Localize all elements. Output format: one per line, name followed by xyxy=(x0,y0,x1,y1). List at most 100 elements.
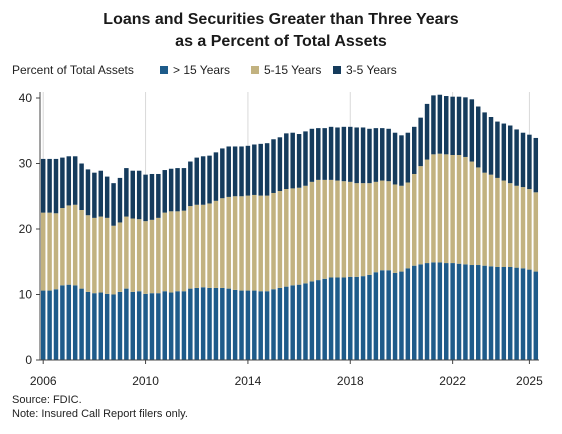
chart-title-line-1: Loans and Securities Greater than Three … xyxy=(103,11,459,28)
legend-swatch-3-5-years xyxy=(333,66,341,74)
bar-2018Q2-series-0 xyxy=(354,276,359,360)
bar-2011Q2-series-2 xyxy=(175,168,180,212)
bar-2011Q4-series-1 xyxy=(188,206,193,289)
bar-2023Q3-series-2 xyxy=(488,117,494,175)
bar-2010Q2-series-2 xyxy=(149,173,155,220)
bar-2012Q1-series-2 xyxy=(194,157,199,205)
bar-2006Q1-series-0 xyxy=(40,290,46,360)
bar-2022Q3-series-1 xyxy=(463,156,468,265)
bar-2024Q4-series-2 xyxy=(520,132,526,188)
bar-2014Q2-series-0 xyxy=(252,290,257,360)
bar-2012Q1-series-1 xyxy=(194,204,199,288)
y-tick-label-40: 40 xyxy=(19,91,33,105)
bar-2021Q3-series-2 xyxy=(437,94,443,154)
bar-2009Q4-series-2 xyxy=(136,170,142,220)
bar-2024Q2-series-2 xyxy=(507,125,513,184)
bar-2018Q3-series-0 xyxy=(360,276,366,360)
bar-2015Q3-series-0 xyxy=(284,286,289,360)
bar-2019Q1-series-2 xyxy=(373,128,379,182)
bar-2009Q1-series-1 xyxy=(117,222,123,292)
bar-2011Q3-series-2 xyxy=(181,168,187,211)
bar-2011Q1-series-1 xyxy=(168,211,174,293)
bar-2017Q4-series-1 xyxy=(341,181,347,278)
bar-2008Q1-series-1 xyxy=(92,217,97,294)
bar-2020Q3-series-2 xyxy=(412,126,417,174)
bar-2013Q3-series-1 xyxy=(232,196,238,290)
bar-2015Q4-series-0 xyxy=(290,285,295,360)
bar-2022Q2-series-2 xyxy=(456,96,462,155)
bar-2023Q3-series-0 xyxy=(488,266,494,360)
bar-2008Q2-series-1 xyxy=(98,216,104,293)
bar-2020Q4-series-0 xyxy=(418,264,423,360)
bar-2014Q2-series-1 xyxy=(252,194,257,291)
bar-2013Q4-series-0 xyxy=(239,290,244,360)
bar-2009Q1-series-0 xyxy=(117,291,123,360)
bar-2006Q1-series-1 xyxy=(40,212,46,291)
bar-2017Q2-series-2 xyxy=(328,126,334,180)
bar-2021Q1-series-1 xyxy=(424,159,430,264)
bar-2020Q4-series-1 xyxy=(418,166,423,265)
bar-2016Q2-series-1 xyxy=(303,185,308,284)
bar-2019Q3-series-2 xyxy=(386,128,391,182)
bar-2019Q2-series-2 xyxy=(380,128,385,181)
bar-2006Q4-series-2 xyxy=(60,157,65,209)
bar-2016Q1-series-2 xyxy=(296,134,302,188)
bar-2021Q1-series-0 xyxy=(424,263,430,360)
bar-2014Q1-series-0 xyxy=(245,290,251,360)
bar-2016Q1-series-1 xyxy=(296,187,302,285)
bar-2016Q3-series-0 xyxy=(309,281,315,360)
bar-2013Q3-series-2 xyxy=(232,146,238,197)
bar-2014Q1-series-2 xyxy=(245,145,251,196)
bar-2023Q1-series-1 xyxy=(475,167,481,266)
bar-2007Q1-series-1 xyxy=(66,205,72,285)
bar-2016Q4-series-1 xyxy=(316,179,321,281)
bar-2009Q3-series-0 xyxy=(130,291,135,360)
bar-2017Q1-series-1 xyxy=(322,179,327,279)
bar-2020Q3-series-1 xyxy=(412,173,417,266)
legend-item-5-15-years: 5-15 Years xyxy=(251,63,321,77)
bar-2009Q2-series-1 xyxy=(124,216,129,289)
bar-2023Q2-series-2 xyxy=(482,112,487,173)
bar-2023Q4-series-0 xyxy=(495,266,500,360)
legend-label-5-15-years: 5-15 Years xyxy=(264,63,322,77)
y-tick-label-10: 10 xyxy=(19,288,33,302)
bar-2015Q4-series-2 xyxy=(290,132,295,189)
bar-2019Q3-series-0 xyxy=(386,270,391,360)
bar-2018Q3-series-2 xyxy=(360,127,366,184)
bar-2008Q4-series-1 xyxy=(111,225,116,295)
bar-2006Q4-series-0 xyxy=(60,285,65,360)
bar-2018Q3-series-1 xyxy=(360,183,366,277)
bar-2021Q3-series-1 xyxy=(437,153,443,263)
bar-2011Q1-series-2 xyxy=(168,168,174,212)
bar-2009Q1-series-2 xyxy=(117,177,123,223)
bar-2016Q3-series-1 xyxy=(309,181,315,282)
legend-label-over-15-years: > 15 Years xyxy=(173,63,231,77)
bar-2017Q3-series-2 xyxy=(335,127,340,181)
bar-2006Q3-series-1 xyxy=(53,213,59,290)
bar-2021Q4-series-2 xyxy=(444,96,449,155)
bar-2013Q2-series-0 xyxy=(226,288,231,360)
bar-2008Q1-series-0 xyxy=(92,293,97,360)
bar-2014Q1-series-1 xyxy=(245,195,251,291)
bar-2010Q1-series-2 xyxy=(143,174,148,222)
bar-2024Q1-series-2 xyxy=(501,123,507,181)
bar-2008Q2-series-2 xyxy=(98,170,104,217)
bar-2018Q4-series-1 xyxy=(367,183,372,275)
bar-2021Q4-series-1 xyxy=(444,154,449,264)
bar-2019Q2-series-0 xyxy=(380,270,385,360)
bar-2012Q3-series-1 xyxy=(207,203,212,288)
bar-2010Q3-series-0 xyxy=(156,293,161,360)
bar-2024Q1-series-0 xyxy=(501,266,507,360)
bar-2014Q3-series-0 xyxy=(258,291,263,360)
bar-2019Q2-series-1 xyxy=(380,180,385,271)
bar-2024Q2-series-1 xyxy=(507,183,513,267)
bar-2007Q4-series-1 xyxy=(85,215,91,292)
bar-2022Q3-series-0 xyxy=(463,264,468,360)
bar-2006Q4-series-1 xyxy=(60,208,65,286)
bar-2019Q3-series-1 xyxy=(386,181,391,271)
bar-2014Q2-series-2 xyxy=(252,144,257,195)
bar-2025Q1-series-0 xyxy=(527,269,532,360)
bar-2014Q3-series-2 xyxy=(258,143,263,196)
